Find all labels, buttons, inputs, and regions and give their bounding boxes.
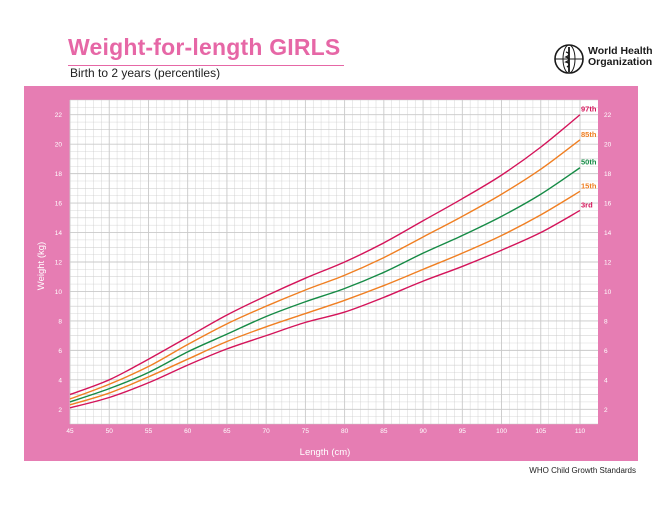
page-title: Weight-for-length GIRLS <box>68 34 341 60</box>
percentile-curve-97th <box>69 114 581 396</box>
x-tick-label: 95 <box>459 428 467 435</box>
y-tick-label-right: 18 <box>604 171 612 178</box>
y-tick-label-left: 2 <box>58 407 62 414</box>
y-tick-label-right: 8 <box>604 318 608 325</box>
y-tick-label-right: 10 <box>604 289 612 296</box>
percentile-curve-85th <box>69 139 581 400</box>
x-tick-label: 90 <box>419 428 427 435</box>
y-tick-label-left: 4 <box>58 377 62 384</box>
percentile-label-97th: 97th <box>581 105 597 114</box>
page-subtitle: Birth to 2 years (percentiles) <box>70 66 221 80</box>
title-divider <box>68 65 344 66</box>
y-tick-label-left: 6 <box>58 348 62 355</box>
y-tick-label-left: 12 <box>55 260 63 267</box>
percentile-curve-50th <box>69 167 581 403</box>
y-axis-label: Weight (kg) <box>36 242 47 290</box>
x-tick-label: 65 <box>223 428 231 435</box>
x-tick-label: 55 <box>145 428 153 435</box>
x-tick-label: 100 <box>496 428 507 435</box>
y-tick-label-right: 6 <box>604 348 608 355</box>
percentile-curve-3rd <box>69 209 581 409</box>
x-tick-label: 75 <box>302 428 310 435</box>
percentile-label-85th: 85th <box>581 130 597 139</box>
y-tick-label-right: 4 <box>604 377 608 384</box>
y-tick-label-left: 22 <box>55 112 63 119</box>
y-tick-label-left: 16 <box>55 201 63 208</box>
x-tick-label: 80 <box>341 428 349 435</box>
footer-source: WHO Child Growth Standards <box>529 466 636 475</box>
y-tick-label-left: 18 <box>55 171 63 178</box>
who-emblem-icon <box>554 44 584 74</box>
y-tick-label-right: 22 <box>604 112 612 119</box>
org-name-line1: World Health <box>588 45 653 57</box>
y-tick-label-left: 10 <box>55 289 63 296</box>
y-tick-label-left: 14 <box>55 230 63 237</box>
y-tick-label-right: 14 <box>604 230 612 237</box>
x-tick-label: 110 <box>575 428 586 435</box>
x-tick-label: 45 <box>66 428 74 435</box>
percentile-label-50th: 50th <box>581 158 597 167</box>
y-tick-label-right: 12 <box>604 260 612 267</box>
percentile-label-15th: 15th <box>581 181 597 190</box>
org-name-line2: Organization <box>588 56 653 68</box>
y-tick-label-right: 16 <box>604 201 612 208</box>
x-tick-label: 60 <box>184 428 192 435</box>
y-tick-label-right: 20 <box>604 142 612 149</box>
x-tick-label: 50 <box>106 428 114 435</box>
percentile-label-3rd: 3rd <box>581 200 593 209</box>
y-tick-label-right: 2 <box>604 407 608 414</box>
who-organization-name: World Health Organization <box>588 46 653 68</box>
x-axis-label: Length (cm) <box>300 447 351 458</box>
x-tick-label: 70 <box>263 428 271 435</box>
y-tick-label-left: 20 <box>55 142 63 149</box>
y-tick-label-left: 8 <box>58 318 62 325</box>
x-tick-label: 105 <box>535 428 546 435</box>
x-tick-label: 85 <box>380 428 388 435</box>
percentile-curve-15th <box>69 190 581 406</box>
